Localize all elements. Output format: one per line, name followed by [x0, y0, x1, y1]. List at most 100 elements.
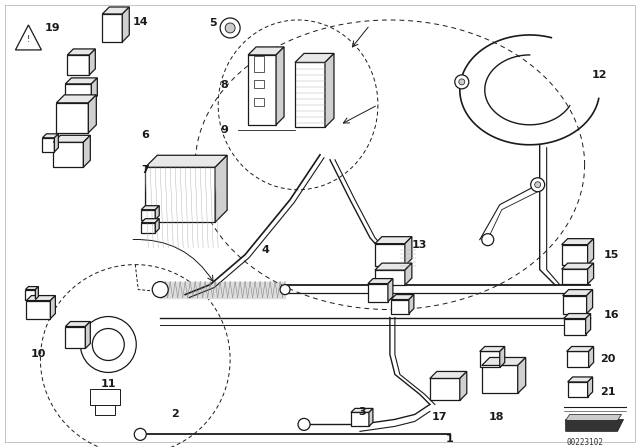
Polygon shape: [351, 409, 373, 413]
Text: 10: 10: [31, 349, 46, 359]
Text: 12: 12: [592, 70, 607, 80]
Circle shape: [455, 75, 468, 89]
Polygon shape: [65, 78, 97, 84]
Polygon shape: [563, 289, 593, 296]
Polygon shape: [56, 95, 97, 103]
Circle shape: [81, 317, 136, 372]
Polygon shape: [145, 167, 215, 222]
Polygon shape: [53, 142, 83, 167]
Polygon shape: [368, 279, 393, 284]
Bar: [254, 80, 264, 88]
Polygon shape: [351, 413, 369, 426]
Circle shape: [134, 428, 147, 440]
Polygon shape: [564, 319, 586, 335]
Bar: [95, 405, 115, 415]
Polygon shape: [65, 327, 85, 349]
Circle shape: [482, 234, 493, 246]
Text: !: !: [27, 35, 30, 44]
Polygon shape: [145, 155, 227, 167]
Circle shape: [298, 418, 310, 431]
Polygon shape: [369, 409, 373, 426]
Text: 2: 2: [172, 409, 179, 419]
Polygon shape: [248, 47, 284, 55]
Text: 13: 13: [412, 240, 428, 250]
Text: 19: 19: [45, 23, 60, 33]
Polygon shape: [480, 352, 500, 367]
Polygon shape: [26, 287, 38, 289]
Polygon shape: [588, 377, 593, 397]
Polygon shape: [391, 295, 414, 300]
Polygon shape: [53, 135, 90, 142]
Text: 6: 6: [141, 130, 149, 140]
Text: 11: 11: [100, 379, 116, 389]
Polygon shape: [562, 245, 588, 265]
Polygon shape: [375, 263, 412, 270]
Polygon shape: [588, 239, 594, 265]
Text: 14: 14: [132, 17, 148, 27]
Text: 20: 20: [600, 354, 615, 365]
Polygon shape: [368, 284, 388, 302]
Polygon shape: [90, 49, 95, 75]
Polygon shape: [566, 414, 621, 420]
Polygon shape: [480, 346, 505, 352]
Text: 16: 16: [604, 310, 620, 319]
Polygon shape: [102, 14, 122, 42]
Polygon shape: [65, 84, 92, 102]
Text: 5: 5: [209, 18, 217, 28]
Polygon shape: [51, 296, 56, 319]
Polygon shape: [566, 419, 623, 431]
Polygon shape: [587, 289, 593, 314]
Polygon shape: [589, 346, 594, 367]
Polygon shape: [92, 78, 97, 102]
Polygon shape: [518, 358, 525, 393]
Bar: [254, 98, 264, 106]
Text: 21: 21: [600, 388, 615, 397]
Polygon shape: [88, 95, 97, 133]
Text: 18: 18: [489, 413, 504, 422]
Circle shape: [531, 178, 545, 192]
Polygon shape: [276, 47, 284, 125]
Polygon shape: [54, 134, 58, 152]
Polygon shape: [67, 55, 90, 75]
Polygon shape: [405, 263, 412, 285]
Polygon shape: [42, 134, 58, 138]
Polygon shape: [56, 103, 88, 133]
Bar: [254, 56, 264, 72]
Circle shape: [459, 79, 465, 85]
Polygon shape: [562, 269, 588, 284]
Polygon shape: [122, 7, 129, 42]
Polygon shape: [409, 295, 414, 314]
Polygon shape: [65, 322, 90, 327]
Polygon shape: [375, 270, 405, 285]
Circle shape: [220, 18, 240, 38]
Polygon shape: [26, 289, 35, 300]
Circle shape: [280, 284, 290, 295]
Polygon shape: [568, 382, 588, 397]
Polygon shape: [215, 155, 227, 222]
Polygon shape: [325, 53, 334, 127]
Polygon shape: [482, 358, 525, 366]
Polygon shape: [156, 219, 159, 233]
Polygon shape: [562, 263, 594, 269]
Polygon shape: [586, 314, 591, 335]
Polygon shape: [566, 346, 594, 352]
Text: 4: 4: [261, 245, 269, 254]
Polygon shape: [391, 300, 409, 314]
Polygon shape: [405, 237, 412, 266]
Polygon shape: [388, 279, 393, 302]
Polygon shape: [430, 371, 467, 379]
Polygon shape: [26, 296, 56, 301]
Polygon shape: [568, 377, 593, 382]
Text: 7: 7: [141, 165, 149, 175]
Text: 00223102: 00223102: [566, 438, 603, 447]
Polygon shape: [141, 223, 156, 233]
Text: 17: 17: [432, 413, 447, 422]
Polygon shape: [375, 237, 412, 244]
Polygon shape: [295, 62, 325, 127]
Polygon shape: [500, 346, 505, 367]
Polygon shape: [562, 239, 594, 245]
Polygon shape: [83, 135, 90, 167]
Text: 9: 9: [220, 125, 228, 135]
Polygon shape: [482, 366, 518, 393]
Polygon shape: [588, 263, 594, 284]
